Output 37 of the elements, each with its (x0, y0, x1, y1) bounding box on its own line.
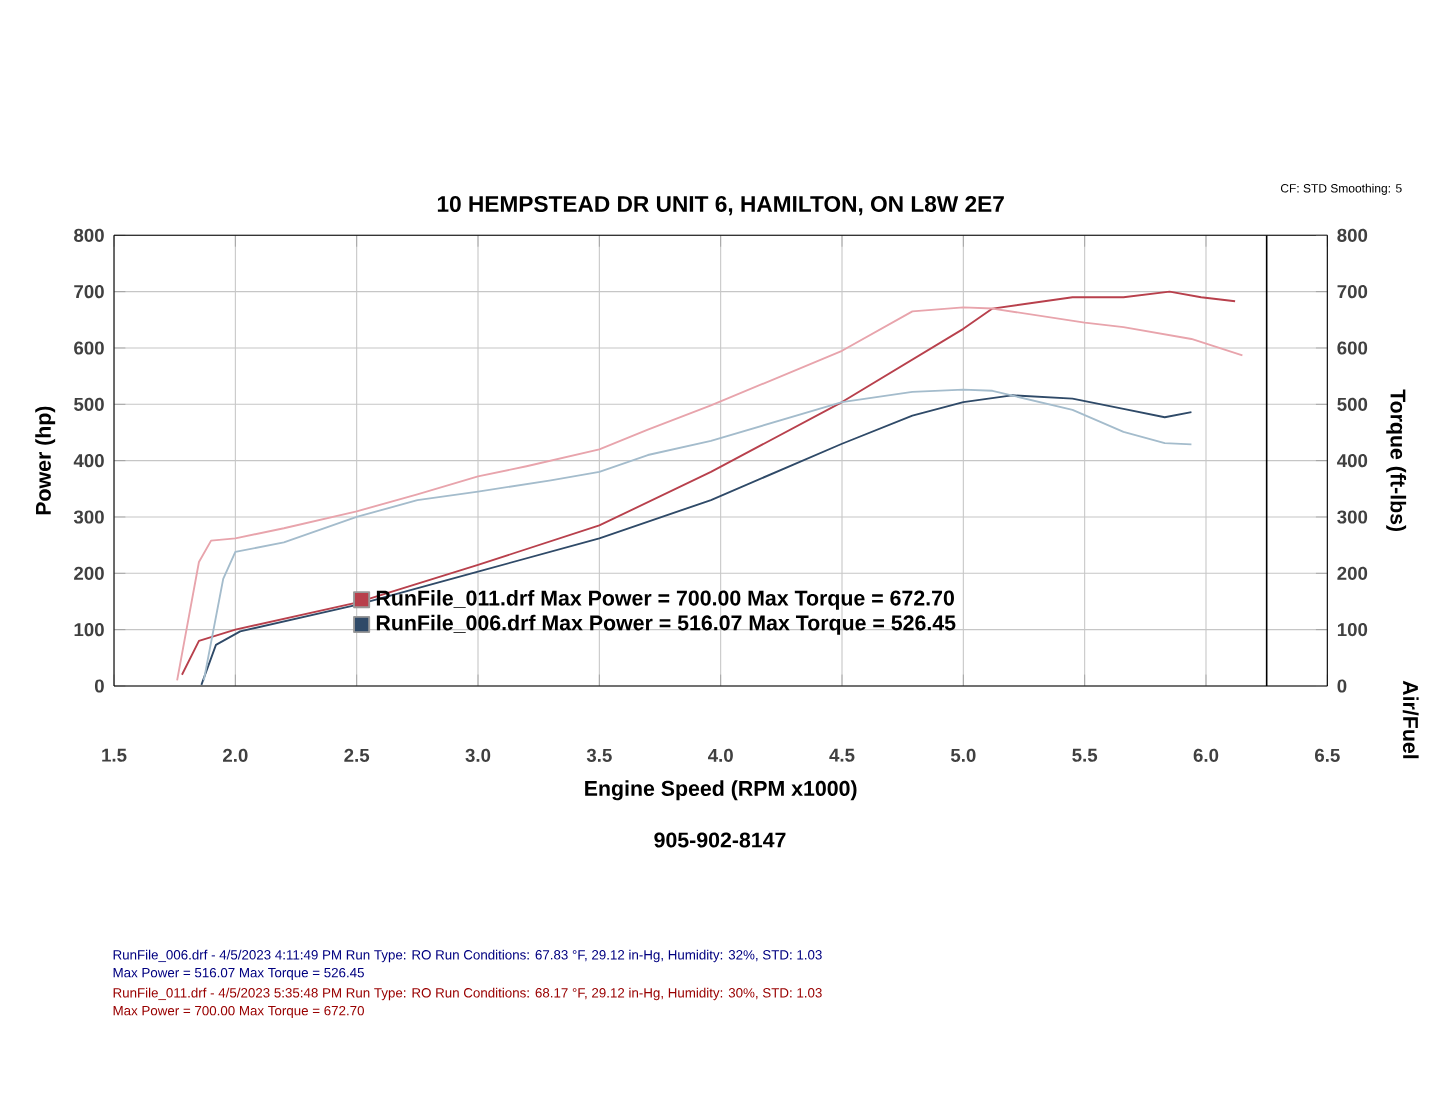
y-tick-label: 500 (74, 397, 104, 411)
x-tick-label: 6.5 (1315, 748, 1340, 762)
y-tick-label: 0 (94, 679, 104, 693)
text: Air/Fuel (1402, 680, 1419, 759)
x-axis-title: Engine Speed (RPM x1000) (585, 780, 857, 801)
x-tick-label: 5.0 (950, 748, 976, 762)
x-tick-label: 4.5 (829, 748, 855, 762)
y-tick-label: 100 (74, 623, 104, 637)
y-axis-title: Power (hp) (35, 406, 56, 515)
x-tick-label: 3.5 (586, 748, 612, 762)
y2-tick-label: 0 (1337, 679, 1347, 693)
y2-tick-label: 100 (1337, 623, 1368, 637)
x-tick-label: 2.5 (344, 748, 370, 762)
legend-label: RunFile_011.drf Max Power = 700.00 Max Torque = 672.70 (376, 589, 954, 610)
chart-title: 10 HEMPSTEAD DR UNIT 6, HAMILTON, ON L8W 2E7 (437, 195, 1004, 216)
text: 905-902-8147 (654, 832, 786, 848)
y2-tick-label: 200 (1337, 566, 1368, 580)
y2-axis-title: Torque (ft-lbs) (1386, 389, 1407, 532)
y2-tick-label: 400 (1337, 454, 1368, 468)
x-tick-label: 4.0 (707, 748, 733, 762)
y2-tick-label: 800 (1337, 228, 1368, 242)
x-tick-label: 1.5 (102, 748, 127, 762)
x-tick-label: 2.0 (223, 748, 248, 762)
x-tick-label: 5.5 (1072, 748, 1098, 762)
legend-label: RunFile_006.drf Max Power = 516.07 Max Torque = 526.45 (376, 614, 956, 635)
y2-tick-label: 500 (1337, 397, 1368, 411)
y-tick-label: 700 (74, 285, 104, 299)
y-tick-label: 300 (73, 510, 104, 524)
y-tick-label: 800 (74, 228, 104, 242)
y2-tick-label: 700 (1337, 285, 1368, 299)
x-tick-label: 3.0 (465, 748, 491, 762)
y-tick-label: 600 (74, 341, 104, 355)
y-tick-label: 400 (73, 454, 104, 468)
y2-tick-label: 300 (1337, 510, 1368, 524)
y-tick-label: 200 (74, 566, 104, 580)
y2-tick-label: 600 (1337, 341, 1368, 355)
x-tick-label: 6.0 (1193, 748, 1219, 762)
